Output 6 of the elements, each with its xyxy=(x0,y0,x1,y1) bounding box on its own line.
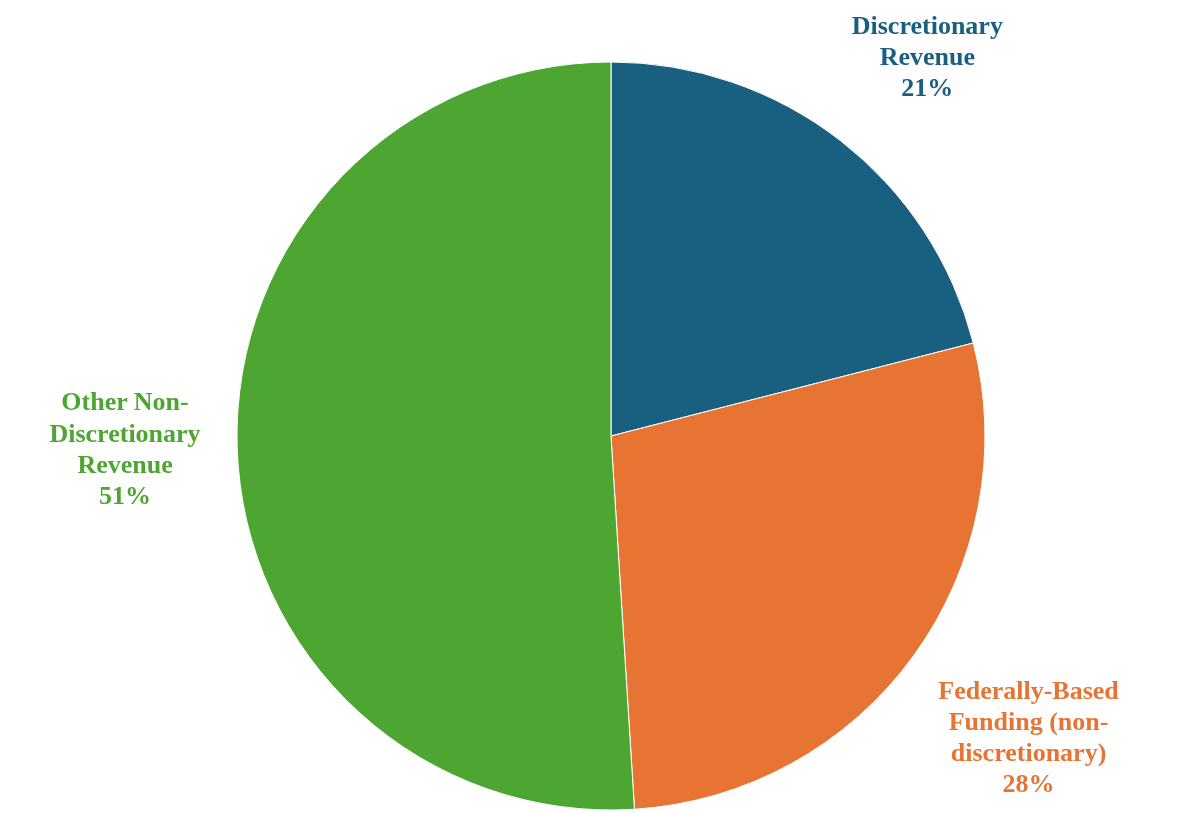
slice-label: Federally-Based Funding (non-discretionary) xyxy=(938,675,1120,767)
data-label: 28% xyxy=(1002,769,1055,799)
data-label: 21% xyxy=(901,72,954,102)
data-label: 51% xyxy=(99,481,152,511)
slice-label: Other Non-Discretionary Revenue xyxy=(49,387,201,479)
slice-label: Discretionary Revenue xyxy=(851,10,1003,71)
